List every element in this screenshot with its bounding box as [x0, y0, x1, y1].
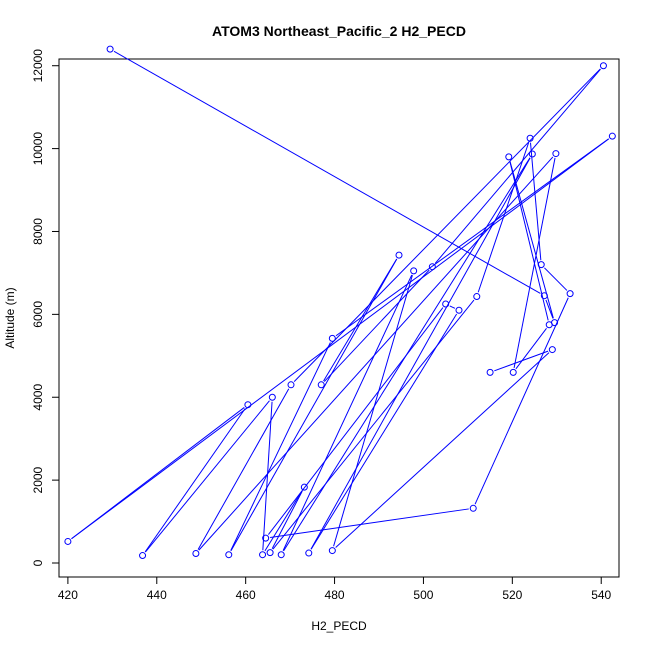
- data-point: [259, 551, 267, 559]
- data-point: [192, 549, 200, 557]
- data-point: [509, 368, 517, 376]
- y-tick-label: 6000: [31, 301, 45, 328]
- series-segment: [494, 350, 549, 372]
- x-tick-label: 500: [413, 588, 433, 602]
- y-axis-label: Altitude (m): [3, 287, 17, 348]
- data-point: [225, 551, 233, 559]
- chart-title: ATOM3 Northeast_Pacific_2 H2_PECD: [212, 23, 466, 39]
- data-point: [410, 267, 418, 275]
- series-segment: [310, 313, 458, 550]
- data-point: [455, 306, 463, 314]
- series-segment: [71, 407, 245, 540]
- series-segment: [271, 490, 303, 549]
- x-tick-label: 460: [236, 588, 256, 602]
- data-point: [262, 534, 270, 542]
- x-tick-label: 480: [325, 588, 345, 602]
- series-segment: [293, 68, 601, 382]
- series-segment: [333, 275, 413, 547]
- data-point: [526, 134, 534, 142]
- series-segment: [262, 401, 273, 551]
- series-segment: [513, 157, 556, 369]
- series-segment: [545, 299, 554, 319]
- data-point: [277, 551, 285, 559]
- data-series: [64, 45, 616, 560]
- x-tick-label: 420: [58, 588, 78, 602]
- data-point: [505, 153, 513, 161]
- data-point: [317, 381, 325, 389]
- series-segment: [270, 508, 469, 538]
- series-segment: [335, 352, 550, 548]
- series-segment: [144, 408, 246, 553]
- y-tick-label: 8000: [31, 218, 45, 245]
- data-point: [266, 549, 274, 557]
- data-point: [287, 381, 295, 389]
- data-point: [537, 261, 545, 269]
- series-segment: [268, 307, 444, 535]
- data-point: [442, 300, 450, 308]
- series-segment: [509, 161, 549, 321]
- data-point: [545, 321, 553, 329]
- data-point: [328, 547, 336, 555]
- x-tick-label: 440: [147, 588, 167, 602]
- series-segment: [474, 297, 569, 505]
- data-point: [305, 549, 313, 557]
- y-tick-label: 12000: [31, 49, 45, 83]
- series-segment: [434, 68, 601, 264]
- y-axis: 0 2000 4000 6000 8000 10000 12000: [31, 49, 60, 566]
- data-point: [64, 537, 72, 545]
- series-segment: [335, 138, 609, 337]
- data-point: [548, 346, 556, 354]
- series-segment: [264, 490, 303, 552]
- series-segment: [71, 138, 610, 540]
- y-tick-label: 10000: [31, 132, 45, 166]
- data-point: [473, 293, 481, 301]
- series-segment: [283, 157, 531, 552]
- y-tick-label: 0: [31, 559, 45, 566]
- series-segment: [198, 156, 554, 551]
- data-point: [486, 368, 494, 376]
- series-segment: [197, 388, 290, 550]
- series-segment: [145, 400, 270, 553]
- series-segment: [272, 299, 475, 550]
- series-segment: [113, 50, 541, 294]
- data-point: [599, 62, 607, 70]
- series-segment: [282, 274, 413, 551]
- data-point: [139, 552, 147, 560]
- x-tick-label: 540: [591, 588, 611, 602]
- data-point: [540, 292, 548, 300]
- series-segment: [509, 161, 554, 319]
- data-point: [268, 393, 276, 401]
- series-segment: [230, 342, 331, 551]
- x-axis: 420 440 460 480 500 520 540: [58, 576, 612, 602]
- data-point: [608, 132, 616, 140]
- data-point: [552, 150, 560, 158]
- y-tick-label: 4000: [31, 384, 45, 411]
- data-point: [328, 334, 336, 342]
- series-segment: [477, 142, 530, 293]
- data-point: [395, 251, 403, 259]
- y-tick-label: 2000: [31, 466, 45, 493]
- data-point: [300, 483, 308, 491]
- series-segment: [323, 269, 430, 382]
- data-point: [428, 263, 436, 271]
- data-point: [106, 45, 114, 53]
- data-point: [528, 150, 536, 158]
- series-segment: [544, 267, 568, 291]
- data-point: [244, 401, 252, 409]
- x-tick-label: 520: [502, 588, 522, 602]
- series-segment: [530, 142, 542, 261]
- series-segment: [310, 157, 531, 550]
- x-axis-label: H2_PECD: [311, 619, 367, 633]
- data-point: [469, 504, 477, 512]
- data-point: [566, 290, 574, 298]
- series-segment: [230, 258, 398, 552]
- series-segment: [515, 328, 547, 370]
- series-segment: [449, 305, 456, 309]
- series-segment: [323, 258, 398, 382]
